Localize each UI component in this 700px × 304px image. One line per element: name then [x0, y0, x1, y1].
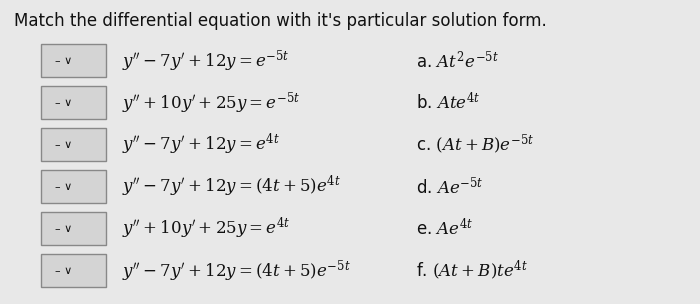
Text: $y'' + 10y' + 25y = e^{-5t}$: $y'' + 10y' + 25y = e^{-5t}$	[122, 90, 301, 116]
Text: $y'' + 10y' + 25y = e^{4t}$: $y'' + 10y' + 25y = e^{4t}$	[122, 216, 291, 241]
Text: e. $Ae^{4t}$: e. $Ae^{4t}$	[416, 218, 474, 239]
Text: – ∨: – ∨	[55, 98, 73, 108]
FancyBboxPatch shape	[41, 128, 106, 161]
Text: – ∨: – ∨	[55, 224, 73, 233]
FancyBboxPatch shape	[41, 170, 106, 203]
Text: – ∨: – ∨	[55, 56, 73, 66]
FancyBboxPatch shape	[41, 86, 106, 119]
Text: f. $(At + B)te^{4t}$: f. $(At + B)te^{4t}$	[416, 259, 528, 282]
FancyBboxPatch shape	[41, 254, 106, 287]
Text: d. $Ae^{-5t}$: d. $Ae^{-5t}$	[416, 176, 484, 198]
Text: b. $Ate^{4t}$: b. $Ate^{4t}$	[416, 92, 481, 113]
Text: $y'' - 7y' + 12y = (4t + 5)e^{4t}$: $y'' - 7y' + 12y = (4t + 5)e^{4t}$	[122, 174, 342, 199]
Text: $y'' - 7y' + 12y = e^{4t}$: $y'' - 7y' + 12y = e^{4t}$	[122, 132, 281, 157]
Text: a. $At^2e^{-5t}$: a. $At^2e^{-5t}$	[416, 50, 499, 72]
Text: c. $(At + B)e^{-5t}$: c. $(At + B)e^{-5t}$	[416, 133, 535, 157]
Text: Match the differential equation with it's particular solution form.: Match the differential equation with it'…	[14, 12, 547, 30]
Text: – ∨: – ∨	[55, 266, 73, 275]
Text: – ∨: – ∨	[55, 182, 73, 192]
Text: $y'' - 7y' + 12y = (4t + 5)e^{-5t}$: $y'' - 7y' + 12y = (4t + 5)e^{-5t}$	[122, 257, 351, 284]
Text: $y'' - 7y' + 12y = e^{-5t}$: $y'' - 7y' + 12y = e^{-5t}$	[122, 48, 290, 74]
Text: – ∨: – ∨	[55, 140, 73, 150]
FancyBboxPatch shape	[41, 44, 106, 78]
FancyBboxPatch shape	[41, 212, 106, 245]
